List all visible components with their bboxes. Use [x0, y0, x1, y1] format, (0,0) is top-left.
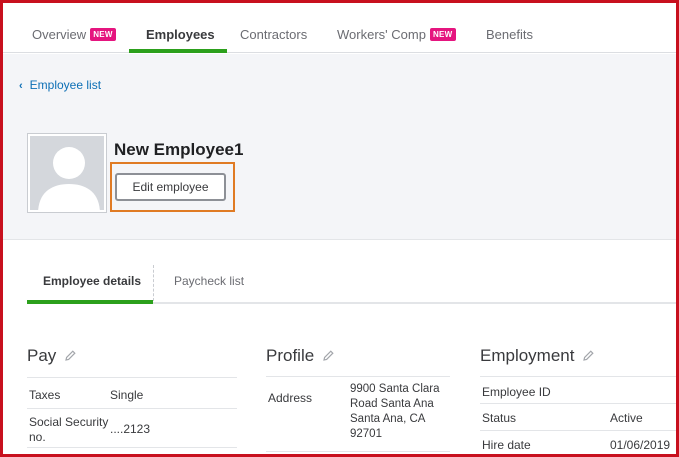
- profile-address-label: Address: [268, 391, 313, 405]
- tab-overview-label: Overview: [32, 27, 87, 42]
- address-line: Santa Ana, CA: [350, 413, 426, 425]
- new-badge: NEW: [90, 28, 116, 41]
- profile-title-row: Profile: [266, 346, 335, 367]
- active-subtab-indicator: [27, 300, 153, 304]
- pay-row-taxes: Taxes Single: [27, 377, 237, 408]
- employment-row-hire-date: Hire date 01/06/2019: [480, 430, 676, 457]
- edit-button-highlight: [110, 162, 235, 212]
- employment-section: Employment: [480, 346, 595, 367]
- tab-overview[interactable]: Overview NEW: [32, 27, 116, 42]
- hire-date-value: 01/06/2019: [610, 438, 671, 452]
- tab-workers-comp-label: Workers' Comp: [337, 27, 426, 42]
- tab-employee-details[interactable]: Employee details: [43, 274, 142, 288]
- employment-title: Employment: [480, 346, 575, 365]
- employment-title-row: Employment: [480, 346, 595, 367]
- person-silhouette-icon: [38, 147, 100, 210]
- hire-date-label: Hire date: [482, 438, 531, 452]
- chevron-left-icon: ‹: [19, 80, 23, 92]
- pay-taxes-value: Single: [110, 388, 144, 402]
- subtab-baseline: [27, 302, 676, 304]
- new-badge: NEW: [429, 28, 456, 41]
- status-value: Active: [610, 411, 643, 425]
- tab-benefits[interactable]: Benefits: [486, 27, 533, 42]
- employment-row-id: Employee ID: [480, 376, 676, 403]
- employment-row-status: Status Active: [480, 403, 676, 430]
- pay-ssn-label: Social Security no.: [29, 415, 109, 444]
- pay-ssn-value: ....2123: [110, 422, 151, 436]
- pencil-icon[interactable]: [582, 347, 595, 367]
- pay-title: Pay: [27, 346, 57, 365]
- avatar: [27, 133, 107, 213]
- address-line: 92701: [350, 428, 382, 440]
- pay-title-row: Pay: [27, 346, 77, 367]
- pay-row-ssn: Social Security no. ....2123: [27, 408, 237, 448]
- tab-employees[interactable]: Employees: [146, 27, 215, 42]
- tab-workers-comp[interactable]: Workers' Comp NEW: [337, 27, 456, 42]
- tab-employees-label: Employees: [146, 27, 215, 42]
- profile-title: Profile: [266, 346, 315, 365]
- employee-list-link[interactable]: ‹ Employee list: [19, 78, 101, 92]
- employee-id-label: Employee ID: [482, 385, 551, 399]
- tab-paycheck-list[interactable]: Paycheck list: [174, 274, 245, 288]
- tab-contractors-label: Contractors: [240, 27, 308, 42]
- address-line: 9900 Santa Clara: [350, 383, 440, 395]
- pay-section: Pay: [27, 346, 77, 367]
- pencil-icon[interactable]: [322, 347, 335, 367]
- employee-list-link-label: Employee list: [29, 78, 102, 92]
- edit-employee-button[interactable]: Edit employee: [115, 173, 226, 201]
- tab-contractors[interactable]: Contractors: [240, 27, 307, 42]
- employee-name: New Employee1: [114, 140, 244, 159]
- profile-row-address: Address 9900 Santa Clara Road Santa Ana …: [266, 376, 450, 452]
- profile-address-value: 9900 Santa Clara Road Santa Ana Santa An…: [350, 382, 440, 442]
- tab-benefits-label: Benefits: [486, 27, 533, 42]
- status-label: Status: [482, 411, 517, 425]
- top-nav: Overview NEW Employees Contractors Worker…: [3, 3, 676, 53]
- pay-taxes-label: Taxes: [29, 388, 61, 402]
- address-line: Road Santa Ana: [350, 398, 434, 410]
- employee-subtabs: Employee details Paycheck list: [3, 241, 676, 305]
- employee-header: ‹ Employee list New Employee1 Edit employ…: [3, 54, 676, 240]
- active-tab-indicator: [129, 49, 227, 53]
- pencil-icon[interactable]: [64, 347, 77, 367]
- profile-section: Profile: [266, 346, 335, 367]
- subtab-divider: [153, 265, 154, 301]
